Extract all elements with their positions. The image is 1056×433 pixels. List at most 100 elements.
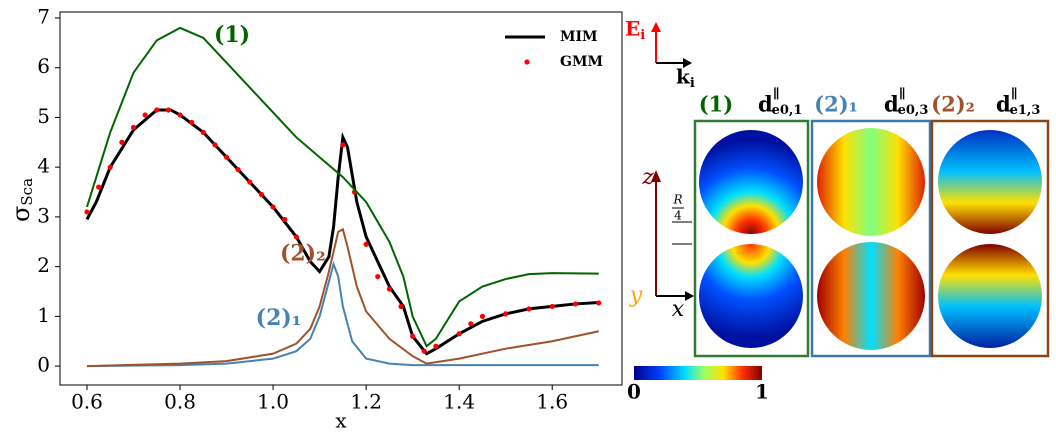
frame: [810, 119, 932, 358]
legend-marker: [524, 59, 530, 65]
data-point: [119, 139, 125, 145]
field-label: Ei: [625, 17, 645, 43]
y-axis-label: σSca: [7, 178, 37, 222]
y-label-subscript: Sca: [18, 178, 36, 206]
data-point: [479, 313, 486, 319]
curve-label: (2)₁: [256, 305, 302, 331]
data-point: [223, 154, 230, 160]
arrow-head: [683, 58, 692, 68]
axis-z: z: [641, 165, 654, 190]
vector-subscript: e1,3: [1010, 103, 1041, 118]
scale-num: R: [672, 193, 682, 207]
arrow-head: [685, 291, 694, 301]
vector-label: d∥ e0,1: [758, 87, 802, 118]
y-tick-label: 5: [37, 104, 50, 128]
colorbar-tick-label: 1: [755, 380, 769, 404]
field-map: [699, 244, 803, 348]
data-point: [247, 179, 253, 185]
y-tick-label: 3: [37, 203, 50, 227]
vector-label: d∥ e1,3: [996, 87, 1040, 118]
curve-label: (1): [214, 22, 250, 48]
data-point: [107, 164, 113, 170]
data-point: [293, 234, 299, 240]
arrow-head: [651, 22, 661, 32]
legend-label: MIM: [560, 29, 598, 45]
wave-subscript: i: [690, 76, 695, 91]
data-point: [189, 119, 195, 126]
x-tick-label: 1.2: [350, 390, 382, 414]
field-panel: [634, 22, 1050, 380]
frame: [693, 119, 810, 358]
colorbar: [634, 366, 762, 380]
data-point: [142, 112, 148, 118]
vector-subscript: e0,1: [772, 103, 803, 118]
y-tick-label: 1: [37, 303, 50, 327]
data-point: [410, 333, 416, 339]
series-line: [86, 227, 599, 368]
vector-superscript: ∥: [1011, 87, 1018, 102]
data-point: [375, 273, 381, 280]
y-tick-label: 4: [37, 154, 50, 178]
x-tick-label: 1.0: [257, 390, 289, 414]
data-point: [200, 129, 206, 135]
data-point: [456, 331, 462, 337]
data-point: [130, 124, 137, 130]
curve-label: (2)₂: [280, 240, 326, 266]
y-tick-label: 0: [37, 353, 50, 377]
series-line: [86, 260, 599, 368]
colorbar-tick-label: 0: [627, 380, 641, 404]
vector-superscript: ∥: [773, 87, 780, 102]
series-line: [85, 108, 599, 356]
data-point: [282, 216, 288, 222]
data-point: [398, 303, 404, 310]
field-map: [817, 128, 925, 236]
x-axis-label: x: [335, 409, 347, 433]
data-point: [549, 303, 555, 310]
field-subscript: i: [640, 28, 645, 43]
mode-label: (2)₁: [814, 92, 858, 117]
mode-label: (2)₂: [931, 92, 975, 117]
data-point: [235, 167, 241, 173]
data-point: [363, 241, 369, 247]
data-point: [177, 112, 183, 118]
data-point: [340, 142, 346, 148]
y-tick-label: 7: [37, 4, 50, 28]
y-tick-label: 2: [37, 253, 50, 277]
data-point: [154, 107, 160, 113]
plot-frame: [59, 11, 623, 386]
x-tick-label: 1.6: [536, 390, 568, 414]
data-point: [468, 321, 474, 327]
x-tick-label: 0.8: [164, 390, 196, 414]
data-point: [596, 300, 602, 306]
field-map: [938, 130, 1042, 234]
y-tick-label: 6: [37, 54, 50, 78]
x-tick-label: 0.6: [71, 390, 103, 414]
vector-subscript: e0,3: [898, 103, 929, 118]
field-map: [699, 130, 803, 234]
data-point: [503, 311, 509, 317]
axis-y: y: [629, 283, 643, 308]
frame: [930, 119, 1050, 358]
mode-label: (1): [699, 92, 733, 117]
y-label-symbol: σ: [7, 206, 35, 222]
data-point: [270, 204, 276, 210]
data-point: [96, 184, 102, 190]
field-map: [938, 244, 1042, 348]
vector-label: d∥ e0,3: [884, 87, 928, 118]
data-point: [433, 343, 439, 349]
scale-den: 4: [674, 209, 682, 223]
data-point: [212, 142, 218, 148]
data-point: [526, 306, 532, 312]
data-point: [386, 286, 392, 292]
data-point: [258, 191, 265, 198]
axis-x: x: [672, 297, 685, 322]
vector-superscript: ∥: [899, 87, 906, 102]
field-map: [817, 242, 925, 350]
legend-label: GMM: [560, 54, 603, 70]
data-point: [84, 209, 90, 215]
series-line: [86, 26, 599, 348]
wave-label: ki: [676, 65, 695, 91]
data-point: [165, 107, 171, 113]
data-point: [421, 348, 427, 354]
